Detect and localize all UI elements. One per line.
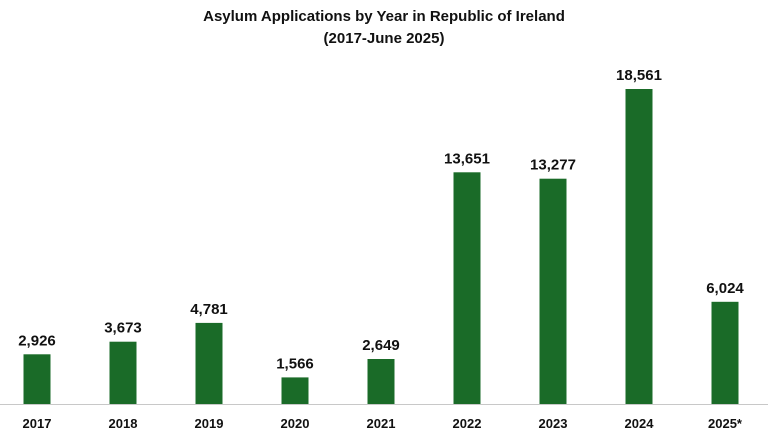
data-label-2019: 4,781 (190, 301, 228, 318)
x-tick-label-2020: 2020 (281, 416, 310, 431)
ticks-layer: 2017 2018 2019 2020 2021 2022 2023 2024 2025* (23, 416, 743, 431)
x-tick-label-2018: 2018 (109, 416, 138, 431)
data-label-2025-star: 6,024 (706, 280, 744, 297)
bar-2017 (23, 354, 51, 404)
data-label-2024: 18,561 (616, 67, 662, 84)
bar-2021 (367, 359, 395, 404)
bars-layer (23, 89, 739, 404)
data-label-2023: 13,277 (530, 157, 576, 174)
bar-2025-star (711, 301, 739, 404)
bar-2018 (109, 341, 137, 404)
data-label-2018: 3,673 (104, 320, 142, 337)
data-label-2021: 2,649 (362, 337, 400, 354)
x-tick-label-2025-star: 2025* (708, 416, 743, 431)
x-tick-label-2022: 2022 (453, 416, 482, 431)
x-tick-label-2019: 2019 (195, 416, 224, 431)
bar-2019 (195, 322, 223, 404)
bar-2024 (625, 89, 653, 404)
data-label-2017: 2,926 (18, 332, 56, 349)
data-label-2022: 13,651 (444, 150, 490, 167)
bar-2023 (539, 178, 567, 404)
labels-layer: 2,926 3,673 4,781 1,566 2,649 13,651 13,277 18,… (18, 67, 744, 372)
x-tick-label-2021: 2021 (367, 416, 396, 431)
chart-subtitle: (2017-June 2025) (323, 30, 445, 47)
bar-2020 (281, 377, 309, 404)
x-tick-label-2024: 2024 (625, 416, 655, 431)
x-tick-label-2017: 2017 (23, 416, 52, 431)
chart-title: Asylum Applications by Year in Republic … (203, 8, 565, 25)
bar-2022 (453, 172, 481, 404)
data-label-2020: 1,566 (276, 355, 314, 372)
x-tick-label-2023: 2023 (539, 416, 568, 431)
